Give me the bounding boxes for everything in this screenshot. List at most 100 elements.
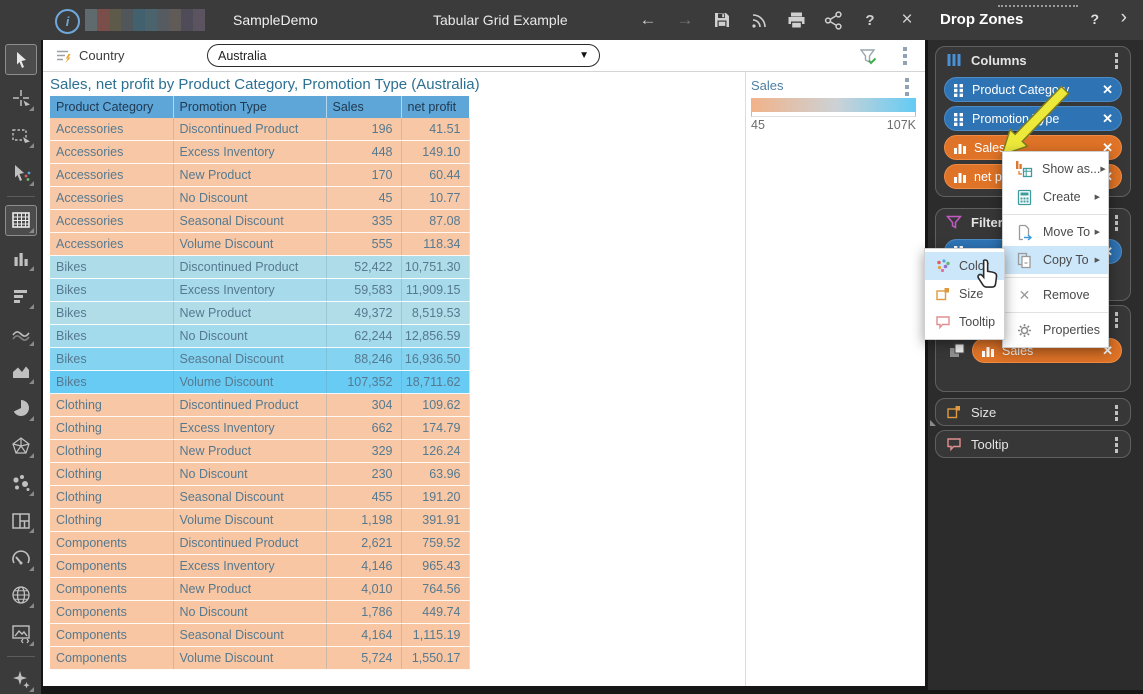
remove-chip-icon[interactable]: ✕ xyxy=(1102,81,1113,97)
drop-zones-header: Drop Zones ? › xyxy=(928,0,1143,40)
size-menu-icon[interactable] xyxy=(1114,405,1118,409)
submenu-item-tooltip[interactable]: Tooltip xyxy=(925,308,1004,336)
remove-chip-icon[interactable]: ✕ xyxy=(1102,342,1113,358)
size-section: Size xyxy=(930,398,1131,426)
table-row[interactable]: Components Discontinued Product 2,621 759.5… xyxy=(50,531,470,555)
table-row[interactable]: Components No Discount 1,786 449.74 xyxy=(50,600,470,624)
info-icon[interactable]: i xyxy=(55,9,80,34)
remove-chip-icon[interactable]: ✕ xyxy=(1102,139,1113,155)
menu-item-move-to[interactable]: Move To ▶ xyxy=(1003,218,1108,246)
tool-map-button[interactable] xyxy=(6,581,36,610)
column-header[interactable]: Sales xyxy=(326,96,402,118)
share-icon[interactable] xyxy=(822,9,844,31)
table-row[interactable]: Accessories Volume Discount 555 118.34 xyxy=(50,232,470,256)
tool-column-chart-button[interactable] xyxy=(6,244,36,273)
tool-pie-chart-button[interactable] xyxy=(6,394,36,423)
columns-menu-icon[interactable] xyxy=(1114,53,1118,57)
scroll-up-hint xyxy=(998,5,1078,7)
multi-select-icon xyxy=(14,164,30,181)
table-row[interactable]: Clothing New Product 329 126.24 xyxy=(50,439,470,463)
tool-line-chart-button[interactable] xyxy=(6,319,36,348)
filters-menu-icon[interactable] xyxy=(1114,215,1118,219)
filter-applied-icon[interactable] xyxy=(857,46,879,68)
column-header[interactable]: Promotion Type xyxy=(173,96,327,118)
layered-squares-icon xyxy=(950,343,965,357)
table-row[interactable]: Bikes No Discount 62,244 12,856.59 xyxy=(50,324,470,348)
tool-treemap-button[interactable] xyxy=(6,506,36,535)
menu-item-copy-to[interactable]: Copy To ▶ xyxy=(1003,246,1108,274)
table-row[interactable]: Bikes New Product 49,372 8,519.53 xyxy=(50,301,470,325)
tool-multi-select-button[interactable] xyxy=(6,158,36,187)
country-filter-icon xyxy=(57,50,71,63)
table-row[interactable]: Clothing Seasonal Discount 455 191.20 xyxy=(50,485,470,509)
move-to-icon xyxy=(1018,224,1033,241)
panel-collapse-icon[interactable]: › xyxy=(1120,7,1127,28)
size-zone-icon xyxy=(947,406,960,419)
legend-menu-icon[interactable] xyxy=(905,78,909,82)
ai-assist-icon xyxy=(12,671,30,689)
submenu-item-size[interactable]: Size xyxy=(925,280,1004,308)
table-row[interactable]: Accessories Discontinued Product 196 41.51 xyxy=(50,118,470,141)
table-row[interactable]: Accessories New Product 170 60.44 xyxy=(50,163,470,187)
table-row[interactable]: Clothing Volume Discount 1,198 391.91 xyxy=(50,508,470,532)
menu-item-properties[interactable]: Properties xyxy=(1003,316,1108,344)
help-icon[interactable]: ? xyxy=(865,11,875,29)
drag-handle-icon xyxy=(954,83,963,97)
tool-select-button[interactable] xyxy=(4,44,37,76)
table-row[interactable]: Components Volume Discount 5,724 1,550.17 xyxy=(50,646,470,670)
tool-grid-button[interactable] xyxy=(4,204,37,237)
create-icon xyxy=(1017,189,1032,205)
remove-chip-icon[interactable]: ✕ xyxy=(1102,110,1113,126)
panel-help-icon[interactable]: ? xyxy=(1090,11,1099,27)
tool-image-widget-button[interactable] xyxy=(6,618,36,647)
dashboard-canvas: Country Australia ▼ Sales, net profit by… xyxy=(43,40,925,686)
table-row[interactable]: Components Excess Inventory 4,146 965.43 xyxy=(50,554,470,578)
toolbar-divider xyxy=(6,655,35,657)
table-row[interactable]: Bikes Excess Inventory 59,583 11,909.15 xyxy=(50,278,470,302)
color-menu-icon[interactable] xyxy=(1114,312,1118,316)
app-title: SampleDemo xyxy=(233,12,318,28)
back-icon[interactable]: ← xyxy=(639,10,657,29)
tool-gauge-button[interactable] xyxy=(6,543,36,572)
chip-promotion-type[interactable]: Promotion Type ✕ xyxy=(944,106,1122,131)
submenu-item-color[interactable]: Color xyxy=(925,252,1004,280)
tool-area-chart-button[interactable] xyxy=(6,356,36,385)
tool-bar-chart-button[interactable] xyxy=(6,281,36,310)
table-row[interactable]: Accessories Excess Inventory 448 149.10 xyxy=(50,140,470,164)
tool-polar-chart-button[interactable] xyxy=(6,431,36,460)
table-row[interactable]: Clothing Discontinued Product 304 109.62 xyxy=(50,393,470,417)
save-icon[interactable] xyxy=(711,9,733,31)
table-row[interactable]: Clothing Excess Inventory 662 174.79 xyxy=(50,416,470,440)
column-header[interactable]: net profit xyxy=(401,96,470,118)
close-icon[interactable]: × xyxy=(901,9,913,30)
tool-rectangular-select-button[interactable] xyxy=(6,121,36,150)
menu-item-show-as[interactable]: Show as... ▶ xyxy=(1003,155,1108,183)
table-row[interactable]: Bikes Seasonal Discount 88,246 16,936.50 xyxy=(50,347,470,371)
map-icon xyxy=(11,586,30,605)
column-header[interactable]: Product Category xyxy=(50,96,174,118)
table-row[interactable]: Components New Product 4,010 764.56 xyxy=(50,577,470,601)
menu-item-create[interactable]: Create ▶ xyxy=(1003,183,1108,211)
filter-menu-icon[interactable] xyxy=(903,47,907,51)
legend-max-label: 107K xyxy=(886,118,916,132)
table-row[interactable]: Bikes Discontinued Product 52,422 10,751.30 xyxy=(50,255,470,279)
preview-icon[interactable] xyxy=(748,9,770,31)
filter-bar: Country Australia ▼ xyxy=(43,40,925,72)
filters-icon xyxy=(946,215,962,229)
table-row[interactable]: Clothing No Discount 230 63.96 xyxy=(50,462,470,486)
tool-scatter-chart-button[interactable] xyxy=(6,468,36,497)
table-row[interactable]: Bikes Volume Discount 107,352 18,711.62 xyxy=(50,370,470,394)
tool-ai-assist-button[interactable] xyxy=(6,665,36,694)
table-row[interactable]: Accessories Seasonal Discount 335 87.08 xyxy=(50,209,470,233)
table-row[interactable]: Components Seasonal Discount 4,164 1,115.19 xyxy=(50,623,470,647)
legend-axis-ticks xyxy=(751,112,916,117)
print-icon[interactable] xyxy=(785,9,807,31)
tool-point-select-button[interactable] xyxy=(6,83,36,112)
country-dropdown[interactable]: Australia ▼ xyxy=(207,44,600,67)
point-select-icon xyxy=(12,90,30,107)
menu-item-remove[interactable]: ✕ Remove xyxy=(1018,286,1090,303)
filters-section-label: Filters xyxy=(971,214,1011,230)
tooltip-menu-icon[interactable] xyxy=(1114,437,1118,441)
chip-product-category[interactable]: Product Category ✕ xyxy=(944,77,1122,102)
table-row[interactable]: Accessories No Discount 45 10.77 xyxy=(50,186,470,210)
